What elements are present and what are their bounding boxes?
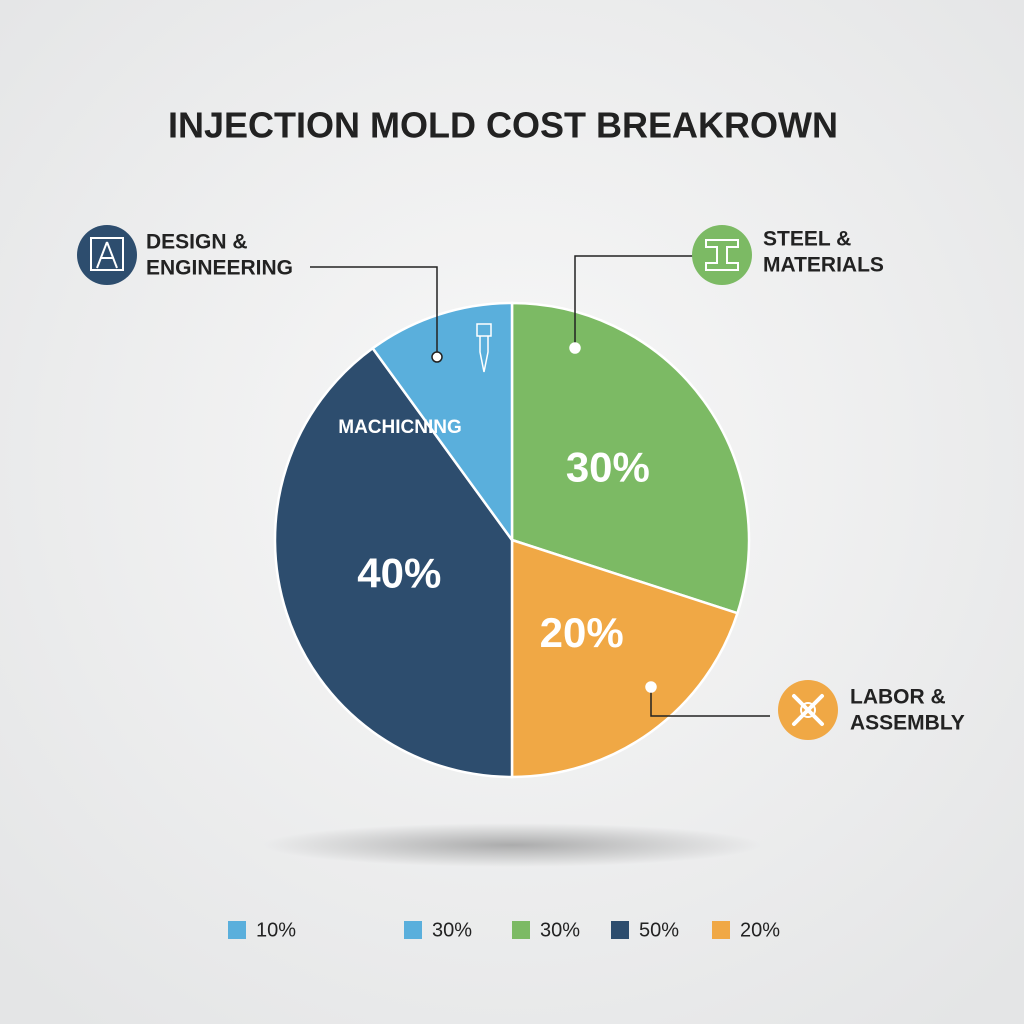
- leader-line: [650, 692, 770, 717]
- leader-dot: [431, 351, 443, 363]
- legend-label: 30%: [432, 919, 472, 941]
- legend-swatch: [404, 921, 422, 939]
- annotations: DESIGN & ENGINEERING STEEL & MATERIALS LABOR…: [146, 228, 965, 735]
- annotation-text: STEEL &: [763, 228, 851, 251]
- icon-design: [77, 225, 137, 285]
- legend-swatch: [611, 921, 629, 939]
- chart-title: INJECTION MOLD COST BREAKROWN: [168, 105, 838, 146]
- pie: 30% 20% 40%: [273, 301, 751, 779]
- legend-swatch: [228, 921, 246, 939]
- leader-line: [574, 255, 694, 343]
- legend-swatch: [712, 921, 730, 939]
- legend-swatch: [512, 921, 530, 939]
- icon-labor: [778, 680, 838, 740]
- slice-label: 40%: [357, 550, 441, 597]
- icon-mill: [476, 323, 492, 373]
- pie-slice: [510, 301, 751, 615]
- slice-label: 20%: [540, 609, 624, 656]
- pie-slice: [370, 301, 514, 544]
- legend-label: 50%: [639, 919, 679, 941]
- slice-label: 30%: [566, 443, 650, 490]
- leader-line: [310, 266, 438, 352]
- annotation-text: MACHICNING: [338, 417, 462, 438]
- pie-slice: [273, 346, 514, 779]
- leader-lines: [310, 255, 770, 717]
- legend-label: 20%: [740, 919, 780, 941]
- annotation-text: ENGINEERING: [146, 257, 293, 280]
- pie-shadow: [262, 823, 762, 867]
- legend: 10% 30% 30% 50% 20%: [228, 919, 780, 941]
- icon-steel: [692, 225, 752, 285]
- leader-dot: [645, 681, 657, 693]
- pie-slice: [510, 538, 739, 779]
- legend-label: 30%: [540, 919, 580, 941]
- annotation-text: DESIGN &: [146, 231, 248, 254]
- leader-dot: [569, 342, 581, 354]
- annotation-text: ASSEMBLY: [850, 712, 965, 735]
- legend-label: 10%: [256, 919, 296, 941]
- annotation-text: MATERIALS: [763, 254, 884, 277]
- annotation-text: LABOR &: [850, 686, 946, 709]
